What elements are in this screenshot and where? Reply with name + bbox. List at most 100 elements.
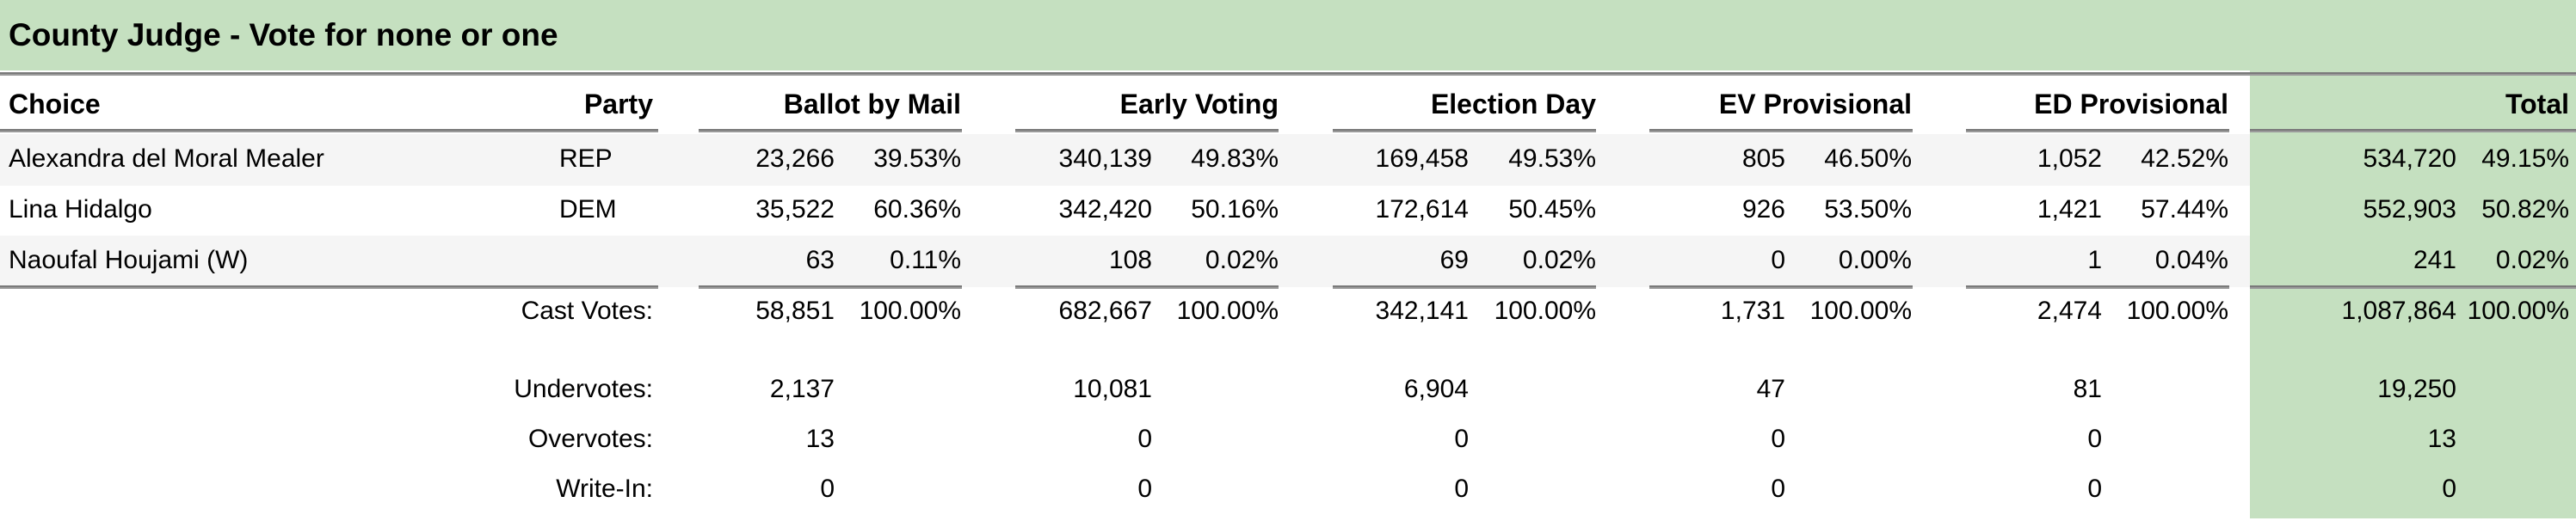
cell-total-percent: 0.02% xyxy=(2495,246,2569,274)
cell-ev-votes: 342,420 xyxy=(1058,195,1152,224)
header-party: Party xyxy=(583,89,653,119)
cell-total-votes: 552,903 xyxy=(2363,195,2456,224)
summary-label: Undervotes: xyxy=(514,375,653,403)
cell-evp-percent: 0.00% xyxy=(1838,246,1912,274)
cell-bbm-votes: 63 xyxy=(805,246,835,274)
cell-bbm-votes: 35,522 xyxy=(755,195,835,224)
summary-ev-value: 10,081 xyxy=(1073,375,1152,403)
cast-ed-votes: 342,141 xyxy=(1375,297,1469,325)
cast-rule-ed xyxy=(1333,285,1596,289)
cell-edp-percent: 57.44% xyxy=(2141,195,2228,224)
cell-ev-percent: 0.02% xyxy=(1205,246,1279,274)
summary-ed-value: 0 xyxy=(1454,425,1469,453)
cast-bbm-votes: 58,851 xyxy=(755,297,835,325)
candidate-name: Alexandra del Moral Mealer xyxy=(9,144,324,173)
summary-label: Write-In: xyxy=(556,475,653,503)
cell-total-votes: 241 xyxy=(2413,246,2456,274)
cell-ed-percent: 49.53% xyxy=(1508,144,1596,173)
cast-rule-ev xyxy=(1015,285,1279,289)
cell-ed-votes: 172,614 xyxy=(1375,195,1469,224)
cast-evp-votes: 1,731 xyxy=(1720,297,1785,325)
cell-bbm-percent: 39.53% xyxy=(873,144,961,173)
cast-total-percent: 100.00% xyxy=(2467,297,2569,325)
cell-bbm-votes: 23,266 xyxy=(755,144,835,173)
summary-evp-value: 47 xyxy=(1756,375,1785,403)
header-rule-total xyxy=(2250,129,2576,132)
cell-evp-votes: 0 xyxy=(1771,246,1785,274)
header-total: Total xyxy=(2505,89,2569,119)
cell-ev-votes: 340,139 xyxy=(1058,144,1152,173)
cell-evp-votes: 926 xyxy=(1741,195,1785,224)
cast-rule-bbm xyxy=(699,285,962,289)
cast-edp-votes: 2,474 xyxy=(2037,297,2102,325)
cell-edp-percent: 42.52% xyxy=(2141,144,2228,173)
cell-evp-percent: 53.50% xyxy=(1824,195,1912,224)
cast-evp-percent: 100.00% xyxy=(1809,297,1912,325)
cell-ed-percent: 0.02% xyxy=(1522,246,1596,274)
header-ev-provisional: EV Provisional xyxy=(1718,89,1912,119)
header-ed-provisional: ED Provisional xyxy=(2034,89,2228,119)
cell-edp-votes: 1,421 xyxy=(2037,195,2102,224)
summary-total-value: 0 xyxy=(2442,475,2456,503)
candidate-name: Lina Hidalgo xyxy=(9,195,152,224)
cell-ev-percent: 50.16% xyxy=(1191,195,1279,224)
cell-ev-votes: 108 xyxy=(1108,246,1152,274)
row-band-1 xyxy=(0,134,2250,186)
summary-edp-value: 0 xyxy=(2087,425,2102,453)
page-title: County Judge - Vote for none or one xyxy=(9,17,558,52)
summary-edp-value: 0 xyxy=(2087,475,2102,503)
cast-votes-label: Cast Votes: xyxy=(521,297,653,325)
summary-edp-value: 81 xyxy=(2073,375,2102,403)
candidate-name: Naoufal Houjami (W) xyxy=(9,246,249,274)
summary-bbm-value: 2,137 xyxy=(769,375,835,403)
summary-evp-value: 0 xyxy=(1771,475,1785,503)
total-column-highlight xyxy=(2250,70,2576,518)
cell-ev-percent: 49.83% xyxy=(1191,144,1279,173)
candidate-party: REP xyxy=(559,144,613,173)
cast-ev-percent: 100.00% xyxy=(1176,297,1279,325)
summary-evp-value: 0 xyxy=(1771,425,1785,453)
row-band-3 xyxy=(0,236,2250,287)
cast-rule-choice xyxy=(0,285,658,289)
header-rule-edp xyxy=(1966,129,2229,132)
header-rule-ed xyxy=(1333,129,1596,132)
cast-ed-percent: 100.00% xyxy=(1494,297,1596,325)
header-election-day: Election Day xyxy=(1430,89,1596,119)
cell-ed-votes: 169,458 xyxy=(1375,144,1469,173)
cell-edp-votes: 1 xyxy=(2087,246,2102,274)
title-bar: County Judge - Vote for none or one xyxy=(0,0,2576,70)
cast-ev-votes: 682,667 xyxy=(1058,297,1152,325)
header-rule-bbm xyxy=(699,129,962,132)
summary-total-value: 19,250 xyxy=(2377,375,2456,403)
cell-edp-percent: 0.04% xyxy=(2154,246,2228,274)
summary-ed-value: 6,904 xyxy=(1403,375,1469,403)
cell-evp-percent: 46.50% xyxy=(1824,144,1912,173)
header-ballot-by-mail: Ballot by Mail xyxy=(783,89,961,119)
cell-ed-votes: 69 xyxy=(1439,246,1469,274)
cast-bbm-percent: 100.00% xyxy=(859,297,961,325)
cast-rule-total xyxy=(2250,285,2576,289)
cast-total-votes: 1,087,864 xyxy=(2341,297,2456,325)
summary-ev-value: 0 xyxy=(1137,475,1152,503)
cast-rule-evp xyxy=(1649,285,1913,289)
cell-bbm-percent: 60.36% xyxy=(873,195,961,224)
header-top-rule xyxy=(0,72,2576,76)
cell-evp-votes: 805 xyxy=(1741,144,1785,173)
cell-bbm-percent: 0.11% xyxy=(890,246,961,274)
cell-ed-percent: 50.45% xyxy=(1508,195,1596,224)
header-rule-ev xyxy=(1015,129,1279,132)
cell-total-percent: 49.15% xyxy=(2481,144,2569,173)
header-rule-evp xyxy=(1649,129,1913,132)
summary-total-value: 13 xyxy=(2427,425,2456,453)
header-rule-choice-party xyxy=(0,129,658,132)
cell-edp-votes: 1,052 xyxy=(2037,144,2102,173)
summary-ev-value: 0 xyxy=(1137,425,1152,453)
cast-edp-percent: 100.00% xyxy=(2126,297,2228,325)
cast-rule-edp xyxy=(1966,285,2229,289)
summary-bbm-value: 0 xyxy=(820,475,835,503)
cell-total-percent: 50.82% xyxy=(2481,195,2569,224)
summary-ed-value: 0 xyxy=(1454,475,1469,503)
candidate-party: DEM xyxy=(559,195,617,224)
header-early-voting: Early Voting xyxy=(1119,89,1279,119)
header-choice: Choice xyxy=(9,89,101,119)
